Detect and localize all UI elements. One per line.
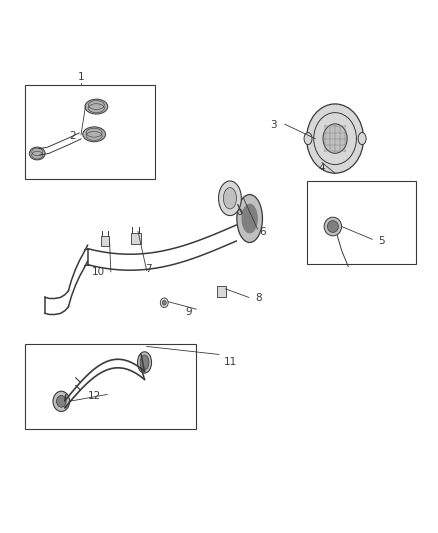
Text: 10: 10: [92, 267, 105, 277]
Ellipse shape: [162, 301, 166, 305]
Ellipse shape: [138, 352, 152, 373]
Text: 8: 8: [255, 294, 262, 303]
Ellipse shape: [237, 195, 262, 243]
Text: 1: 1: [78, 72, 85, 82]
Bar: [217, 286, 226, 297]
Bar: [101, 236, 110, 246]
Ellipse shape: [223, 188, 237, 209]
Ellipse shape: [242, 204, 258, 233]
Text: 7: 7: [145, 264, 152, 274]
Ellipse shape: [323, 124, 347, 154]
Ellipse shape: [304, 133, 312, 144]
Text: 5: 5: [378, 236, 385, 246]
Ellipse shape: [324, 217, 342, 236]
Bar: [25, 344, 196, 429]
Ellipse shape: [219, 181, 241, 215]
Bar: [131, 233, 141, 244]
Text: 3: 3: [270, 120, 277, 130]
Ellipse shape: [57, 395, 66, 407]
Ellipse shape: [238, 209, 242, 215]
Ellipse shape: [307, 104, 364, 173]
Text: 12: 12: [88, 391, 101, 401]
Text: 6: 6: [259, 227, 266, 237]
Text: 11: 11: [223, 358, 237, 367]
Text: 2: 2: [69, 131, 76, 141]
Text: 4: 4: [318, 163, 325, 173]
Bar: [307, 181, 416, 264]
Ellipse shape: [327, 221, 338, 232]
Ellipse shape: [83, 127, 106, 142]
Ellipse shape: [53, 391, 70, 411]
Ellipse shape: [160, 298, 168, 308]
Ellipse shape: [140, 355, 149, 370]
Ellipse shape: [85, 99, 108, 114]
Ellipse shape: [358, 133, 366, 144]
Bar: [25, 85, 155, 179]
Text: 9: 9: [185, 307, 192, 317]
Ellipse shape: [29, 147, 45, 160]
